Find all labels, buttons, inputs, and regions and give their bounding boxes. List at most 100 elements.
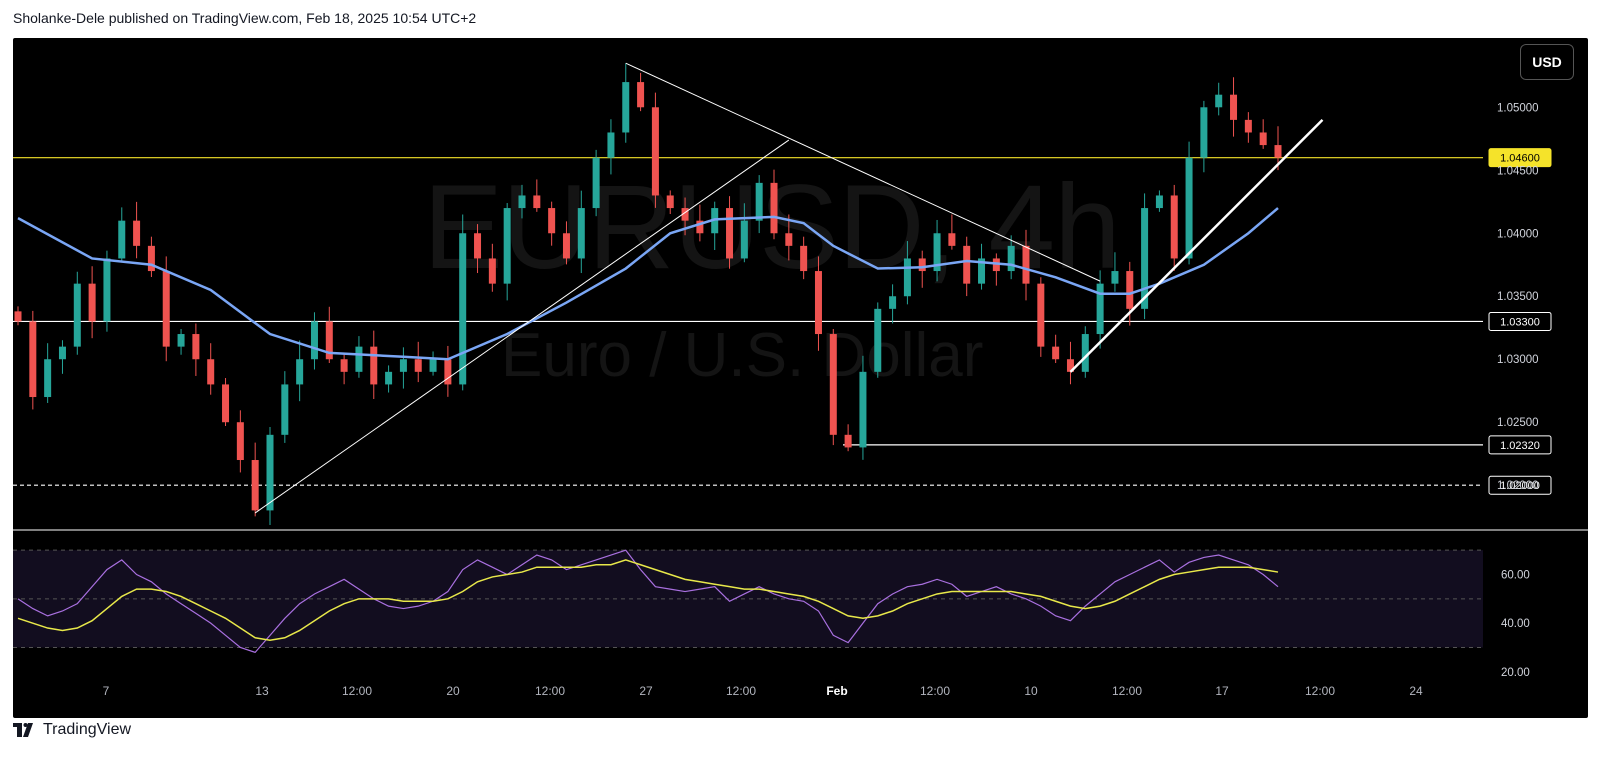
- candle-body: [622, 82, 630, 133]
- candle-body: [533, 195, 541, 209]
- candle-body: [681, 208, 689, 221]
- candle-body: [444, 359, 452, 385]
- candle-body: [1155, 195, 1163, 209]
- candle-body: [1170, 195, 1178, 259]
- candle-body: [474, 233, 482, 259]
- price-level-label: 1.02320: [1500, 440, 1540, 452]
- candle-body: [814, 271, 822, 335]
- candle-body: [192, 334, 200, 360]
- candle-body: [459, 233, 467, 385]
- x-axis-tick-label: 20: [446, 684, 460, 698]
- footer-brand[interactable]: TradingView: [43, 721, 132, 738]
- candle-body: [133, 220, 141, 246]
- x-axis-tick-label: 27: [639, 684, 653, 698]
- candle-body: [355, 346, 363, 372]
- candle-body: [1066, 359, 1074, 372]
- candle-body: [829, 334, 837, 435]
- candle-body: [948, 233, 956, 246]
- candle-body: [903, 258, 911, 297]
- rsi-ma-line: [17, 559, 1279, 641]
- candle-body: [1274, 145, 1282, 158]
- candle-body: [740, 220, 748, 259]
- rsi-axis-tick-label: 40.00: [1501, 618, 1530, 630]
- candle-body: [592, 157, 600, 209]
- candle-body: [177, 334, 185, 347]
- y-axis-tick-label: 1.02000: [1497, 480, 1539, 492]
- rsi-line: [17, 549, 1279, 654]
- candle-body: [1141, 208, 1149, 309]
- candle-body: [14, 311, 22, 322]
- candle-body: [1081, 334, 1089, 372]
- candle-body: [340, 359, 348, 372]
- candle-body: [162, 271, 170, 347]
- candle-body: [770, 182, 778, 234]
- y-axis-tick-label: 1.04500: [1497, 165, 1539, 177]
- chart-svg[interactable]: 1.04600 1.03300 1.02320 1.02000 1.05000 1.045…: [13, 38, 1588, 718]
- candle-body: [325, 321, 333, 360]
- candle-body: [29, 321, 37, 398]
- x-axis-tick-label: 13: [255, 684, 269, 698]
- candle-body: [1185, 157, 1193, 259]
- candle-body: [88, 283, 96, 322]
- y-axis-tick-label: 1.03000: [1497, 354, 1539, 366]
- candle-body: [800, 245, 808, 272]
- candle-body: [296, 359, 304, 385]
- footer: TradingView: [13, 718, 131, 742]
- candle-body: [118, 220, 126, 259]
- candle-body: [666, 195, 674, 209]
- candle-body: [1037, 283, 1045, 347]
- candle-body: [310, 321, 318, 360]
- candle-body: [1126, 271, 1134, 309]
- candle-body: [58, 346, 66, 360]
- price-level-label: 1.03300: [1500, 316, 1540, 328]
- candle-body: [785, 233, 793, 246]
- candle-body: [978, 258, 986, 284]
- candle-body: [385, 371, 393, 385]
- candle-body: [207, 359, 215, 385]
- x-axis-tick-label: 12:00: [920, 684, 950, 698]
- candle-body: [1200, 107, 1208, 158]
- candle-body: [844, 434, 852, 448]
- candle-body: [236, 422, 244, 461]
- candle-body: [874, 308, 882, 372]
- price-level-tag: [1488, 435, 1552, 455]
- candle-body: [637, 82, 645, 108]
- y-axis-tick-label: 1.05000: [1497, 102, 1539, 114]
- attribution-text: Sholanke-Dele published on TradingView.c…: [13, 10, 477, 26]
- candle-body: [1022, 245, 1030, 284]
- x-axis-tick-label: 10: [1024, 684, 1038, 698]
- candle-body: [1096, 283, 1104, 335]
- candle-body: [562, 233, 570, 259]
- x-axis-tick-label: 7: [103, 684, 110, 698]
- price-level-label: 1.02000: [1500, 480, 1540, 492]
- candle-body: [518, 195, 526, 209]
- candle-body: [147, 245, 155, 272]
- candle-body: [1007, 245, 1015, 272]
- candle-body: [859, 371, 867, 448]
- candle-body: [370, 346, 378, 385]
- candle-body: [651, 107, 659, 196]
- candle-body: [266, 434, 274, 511]
- candle-body: [889, 296, 897, 309]
- candle-body: [577, 208, 585, 259]
- candle-body: [933, 233, 941, 272]
- candle-body: [1215, 94, 1223, 108]
- y-axis-tick-label: 1.02500: [1497, 417, 1539, 429]
- candle-body: [73, 283, 81, 347]
- candle-body: [281, 384, 289, 435]
- x-axis-tick-label: 17: [1215, 684, 1229, 698]
- candle-body: [1244, 119, 1252, 133]
- candle-body: [251, 460, 259, 511]
- currency-button[interactable]: USD: [1520, 44, 1574, 80]
- moving-average-line: [17, 207, 1279, 361]
- candle-body: [399, 359, 407, 372]
- watermark-description: Euro / U.S. Dollar: [501, 321, 984, 390]
- x-axis-tick-label: 12:00: [342, 684, 372, 698]
- x-axis-tick-label: 12:00: [1305, 684, 1335, 698]
- candle-body: [607, 132, 615, 158]
- tradingview-logo-icon[interactable]: [13, 723, 37, 737]
- candle-body: [488, 258, 496, 284]
- x-axis-tick-label: 12:00: [535, 684, 565, 698]
- candle-body: [992, 258, 1000, 272]
- x-axis-tick-label: Feb: [826, 684, 847, 698]
